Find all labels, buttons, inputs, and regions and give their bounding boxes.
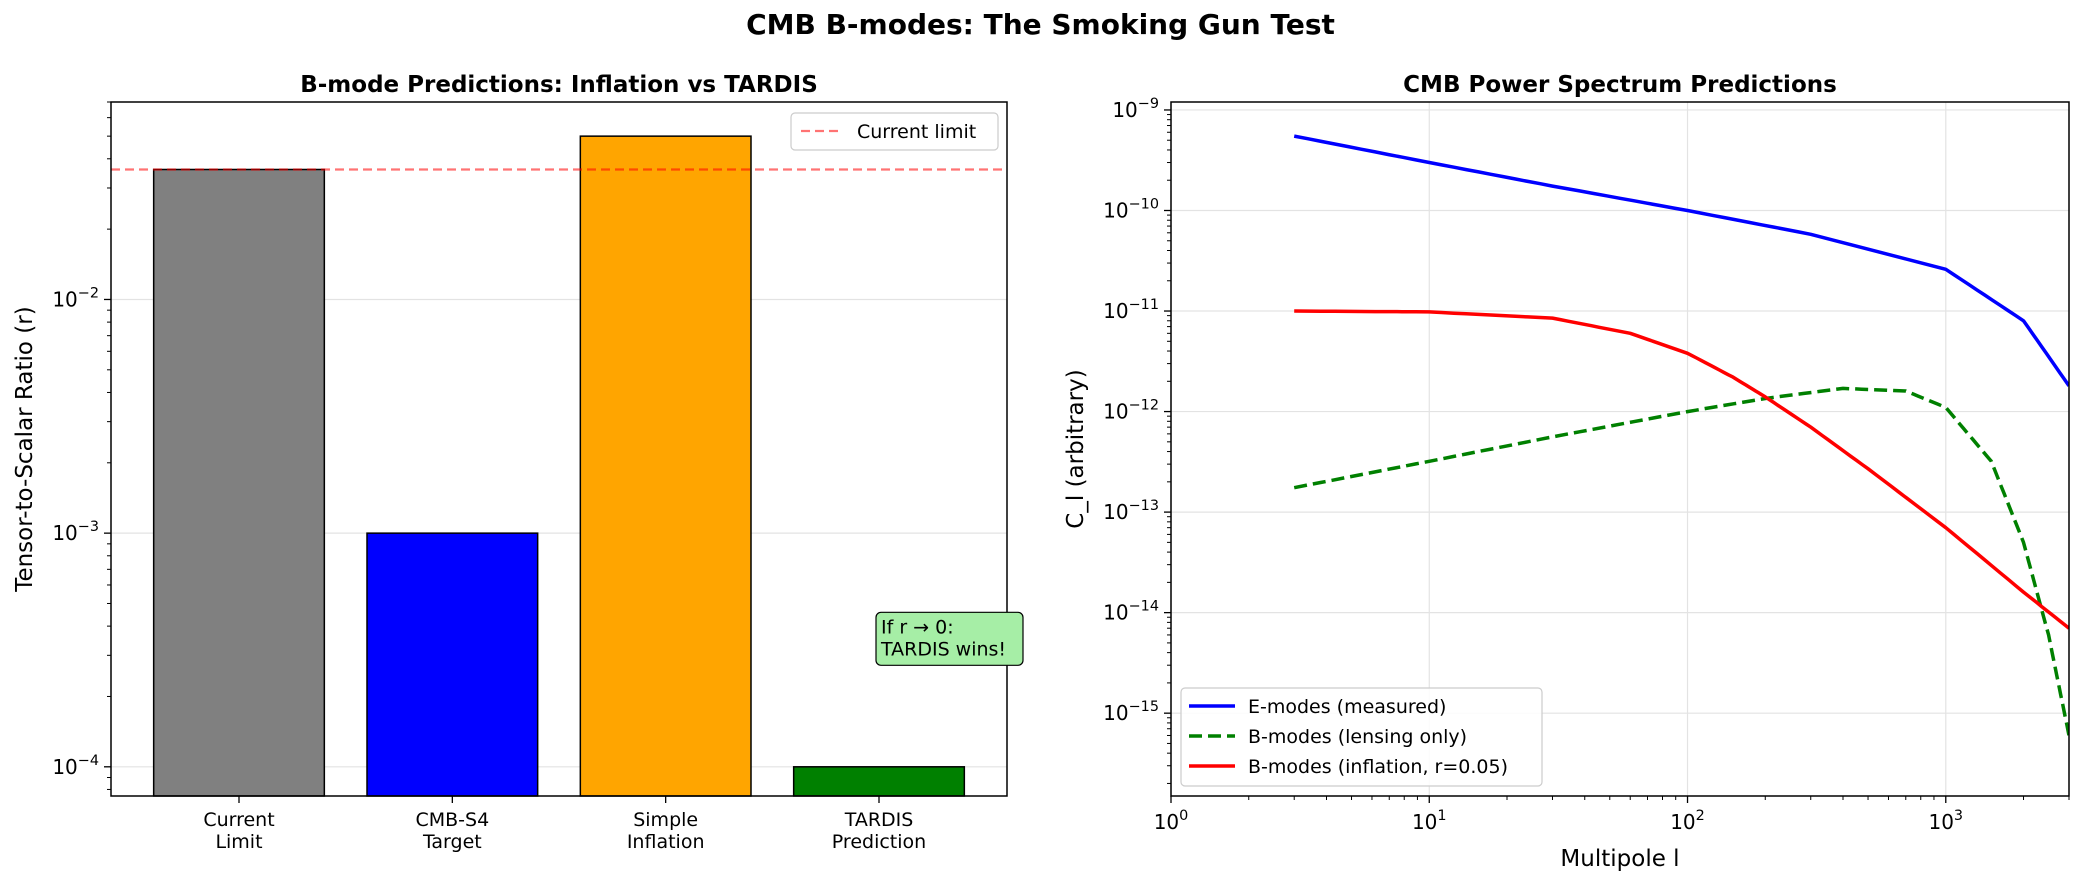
right-ytick-label-2: 10−13 [1103,498,1159,524]
right-xtick-label-1: 101 [1412,808,1447,834]
left-legend-box [790,112,999,151]
right-ytick-label-4: 10−11 [1103,297,1159,323]
left-xtick-label-1: CMB-S4 [415,809,489,831]
bar-2 [579,135,752,797]
left-axes-frame [110,101,1008,797]
right-ytick-label-0: 10−15 [1103,699,1159,725]
right-ytick-label-3: 10−12 [1103,398,1159,424]
right-ylabel: C_l (arbitrary) [1063,369,1089,528]
right-xlabel: Multipole l [1560,846,1679,872]
annotation-text: If r → 0: [881,616,954,638]
left-xtick-label-3: TARDIS [844,809,914,831]
right-legend-label-0: E-modes (measured) [1248,696,1446,718]
right-axes-frame [1170,101,2070,797]
annotation-box [875,611,1024,666]
right-xtick-label-2: 102 [1670,808,1705,834]
right-ytick-label-1: 10−14 [1103,599,1159,625]
left-xtick-label-2: Inflation [627,831,705,853]
left-ylabel: Tensor-to-Scalar Ratio (r) [12,306,38,592]
left-chart-title: B-mode Predictions: Inflation vs TARDIS [300,72,818,98]
bar-1 [366,532,539,797]
left-legend-label: Current limit [857,121,976,143]
left-ytick-label-0: 10−4 [52,753,99,779]
left-ytick-label-2: 10−2 [52,285,99,311]
bar-0 [152,168,326,797]
right-ytick-label-6: 10−9 [1112,96,1159,122]
right-ytick-label-5: 10−10 [1103,196,1159,222]
left-ytick-label-1: 10−3 [52,519,99,545]
left-xtick-label-0: Limit [215,831,262,853]
right-legend-label-1: B-modes (lensing only) [1248,726,1467,748]
left-xtick-label-0: Current [203,809,274,831]
left-xtick-label-2: Simple [633,809,698,831]
right-legend-label-2: B-modes (inflation, r=0.05) [1248,756,1508,778]
left-xtick-label-3: Prediction [832,831,926,853]
right-chart-title: CMB Power Spectrum Predictions [1403,72,1837,98]
annotation-text: TARDIS wins! [880,638,1006,660]
right-legend-box [1180,687,1543,787]
series-line-1 [1293,386,2069,736]
figure-suptitle: CMB B-modes: The Smoking Gun Test [746,8,1335,41]
series-line-0 [1293,134,2069,387]
series-line-2 [1294,309,2069,630]
bar-3 [792,766,966,797]
right-xtick-label-0: 100 [1154,808,1189,834]
right-xtick-label-3: 103 [1928,808,1963,834]
left-xtick-label-1: Target [422,831,482,853]
